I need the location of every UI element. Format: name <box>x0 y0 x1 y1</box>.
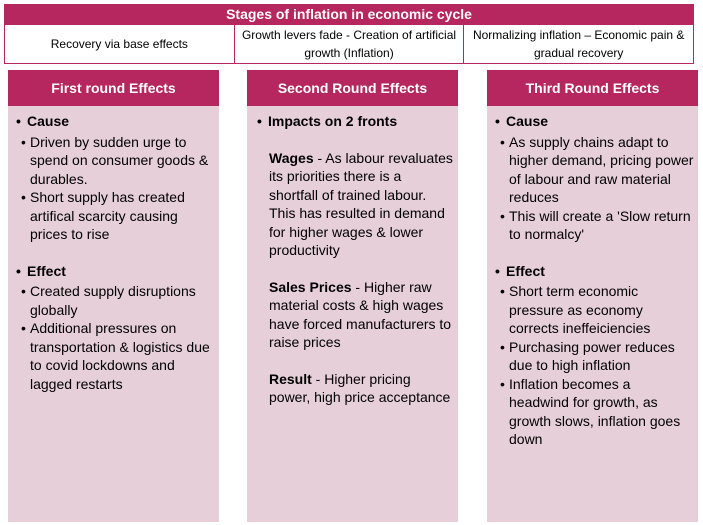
second-round-panel: Second Round Effects • Impacts on 2 front… <box>247 70 458 522</box>
result-paragraph: Result - Higher pricing power, high pric… <box>255 370 454 407</box>
wages-lead: Wages <box>269 149 314 166</box>
diagram-title: Stages of inflation in economic cycle <box>4 4 694 24</box>
list-item: Short term economic pressure as economy … <box>495 282 694 338</box>
list-item: Purchasing power reduces due to high inf… <box>495 338 694 375</box>
list-item: Driven by sudden urge to spend on consum… <box>16 133 215 189</box>
sales-paragraph: Sales Prices - Higher raw material costs… <box>255 278 454 352</box>
list-item: As supply chains adapt to higher demand,… <box>495 133 694 207</box>
third-cause-section: •Cause As supply chains adapt to higher … <box>495 112 694 244</box>
first-effect-list: Created supply disruptions globally Addi… <box>16 282 215 393</box>
second-round-title: Second Round Effects <box>247 70 458 106</box>
stage-normalizing: Normalizing inflation – Economic pain & … <box>472 28 685 60</box>
result-text: - Higher pricing power, high price accep… <box>269 370 451 406</box>
result-lead: Result <box>269 370 312 387</box>
list-item: Short supply has created artifical scarc… <box>16 188 215 244</box>
sales-lead: Sales Prices <box>269 278 352 295</box>
third-effect-title: Effect <box>506 262 545 279</box>
sales-text: - Higher raw material costs & high wages… <box>269 278 452 351</box>
stages-row: Recovery via base effects Growth levers … <box>4 24 694 64</box>
list-item: Inflation becomes a headwind for growth,… <box>495 375 694 449</box>
first-effect-title: Effect <box>27 262 66 279</box>
list-item: Created supply disruptions globally <box>16 282 215 319</box>
second-intro: Impacts on 2 fronts <box>268 113 398 129</box>
first-effect-section: •Effect Created supply disruptions globa… <box>16 262 215 394</box>
third-cause-title: Cause <box>506 113 549 129</box>
first-cause-section: •Cause Driven by sudden urge to spend on… <box>16 112 215 244</box>
third-effect-list: Short term economic pressure as economy … <box>495 282 694 449</box>
first-round-panel: First round Effects •Cause Driven by sud… <box>8 70 219 522</box>
stage-recovery: Recovery via base effects <box>5 25 235 63</box>
stage-growth-fade: Growth levers fade - Creation of artific… <box>235 25 465 63</box>
first-cause-list: Driven by sudden urge to spend on consum… <box>16 133 215 244</box>
first-round-title: First round Effects <box>8 70 219 106</box>
third-cause-list: As supply chains adapt to higher demand,… <box>495 133 694 244</box>
third-round-panel: Third Round Effects •Cause As supply cha… <box>487 70 698 522</box>
third-effect-section: •Effect Short term economic pressure as … <box>495 262 694 449</box>
list-item: Additional pressures on transportation &… <box>16 319 215 393</box>
wages-paragraph: Wages - As labour revaluates its priorit… <box>255 149 454 260</box>
list-item: This will create a 'Slow return to norma… <box>495 207 694 244</box>
first-cause-title: Cause <box>27 113 70 129</box>
wages-text: - As labour revaluates its priorities th… <box>269 149 453 259</box>
third-round-title: Third Round Effects <box>487 70 698 106</box>
